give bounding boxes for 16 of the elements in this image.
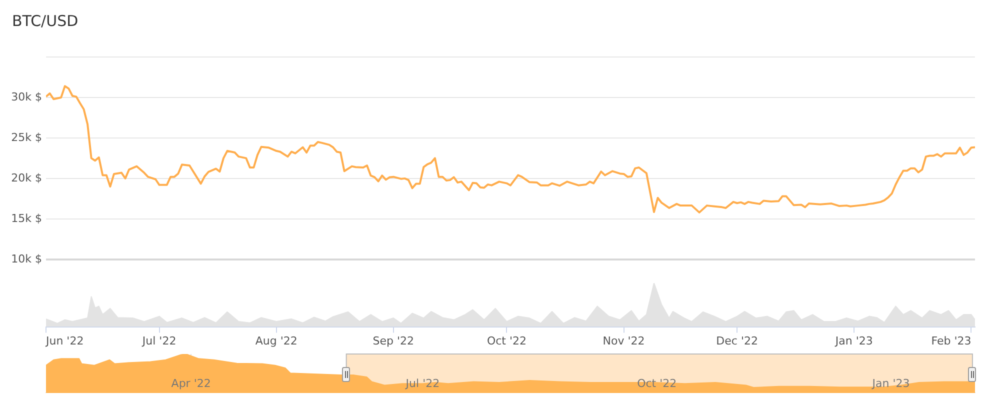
x-tick-label: Nov '22 bbox=[602, 334, 645, 348]
x-tick-label: Jul '22 bbox=[141, 334, 176, 348]
y-tick-label: 25k $ bbox=[11, 130, 42, 144]
y-tick-label: 20k $ bbox=[11, 171, 42, 184]
x-tick-label: Aug '22 bbox=[255, 334, 298, 348]
x-tick-label: Sep '22 bbox=[372, 334, 414, 348]
y-tick-label: 10k $ bbox=[11, 252, 42, 266]
y-tick-label: 15k $ bbox=[11, 212, 42, 225]
chart-title: BTC/USD bbox=[12, 12, 78, 30]
x-tick-label: Feb '23 bbox=[931, 334, 972, 348]
x-tick-label: Oct '22 bbox=[486, 334, 526, 348]
x-tick-label: Apr '22 bbox=[171, 376, 211, 390]
x-tick-label: Jun '22 bbox=[45, 334, 84, 348]
y-tick-label: 30k $ bbox=[11, 90, 42, 104]
x-tick-label: Jan '23 bbox=[834, 334, 873, 348]
x-tick-label: Dec '22 bbox=[716, 334, 758, 348]
